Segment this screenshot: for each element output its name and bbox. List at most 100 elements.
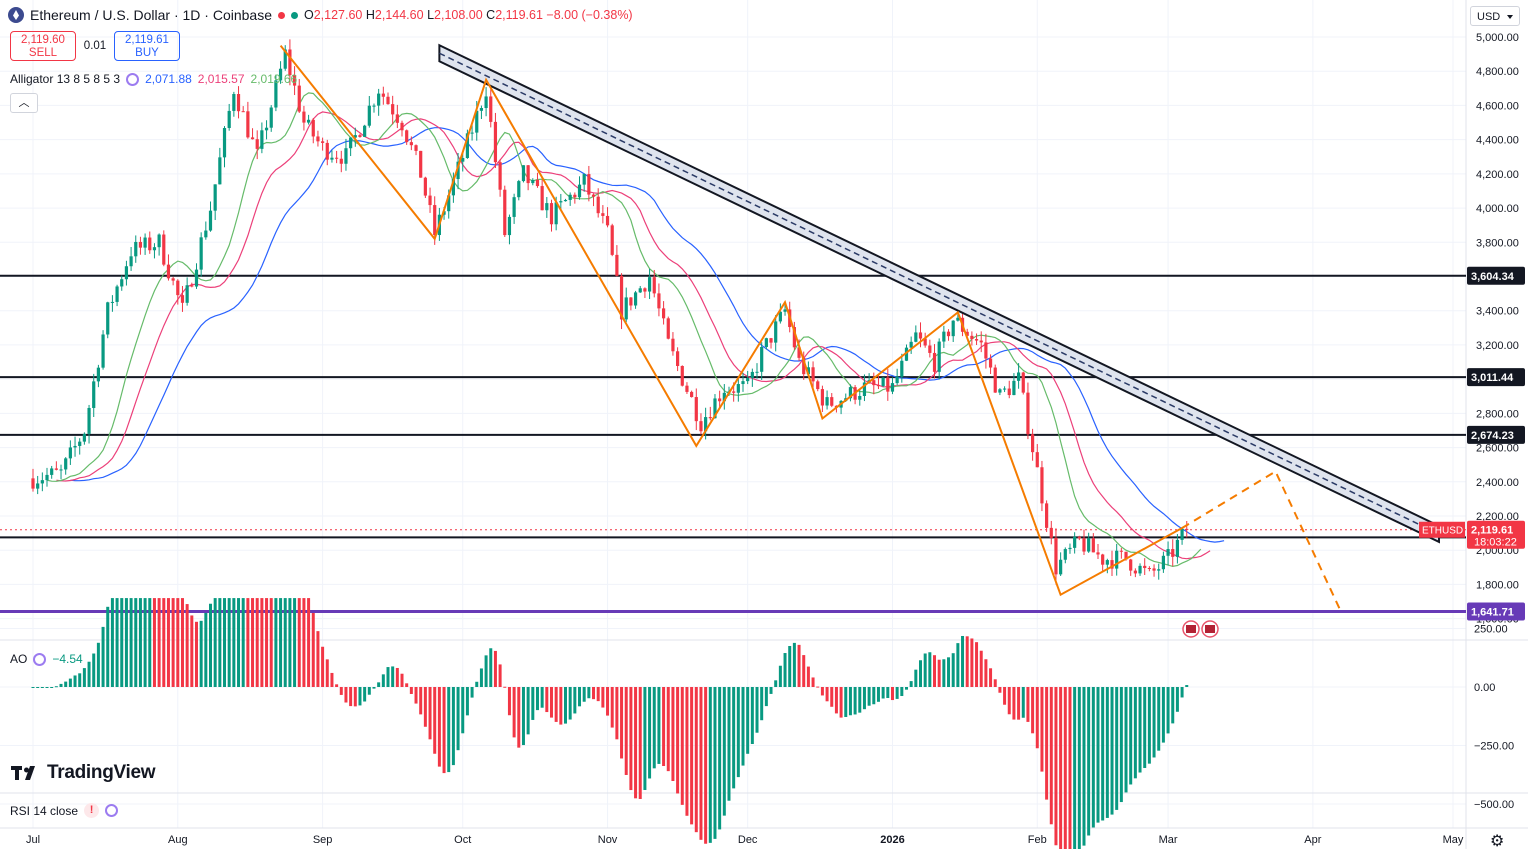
candle-body <box>330 157 334 160</box>
tradingview-logo[interactable]: TradingView <box>11 762 156 784</box>
ao-bar <box>666 687 670 772</box>
warning-icon[interactable]: ! <box>84 803 100 818</box>
price-tick-label: 3,200.00 <box>1476 340 1519 352</box>
candle-body <box>1096 552 1100 555</box>
refresh-icon[interactable] <box>105 804 119 817</box>
settings-gear-icon[interactable]: ⚙ <box>1490 833 1505 850</box>
ao-bar <box>512 687 516 738</box>
candle-body <box>1115 550 1119 569</box>
ao-bar <box>423 687 427 727</box>
ao-bar <box>148 598 152 687</box>
ao-bar <box>970 638 974 687</box>
candle-body <box>956 317 960 321</box>
candle-body <box>54 468 58 470</box>
time-tick-label: Dec <box>738 834 758 846</box>
time-tick-label: Aug <box>168 834 188 846</box>
jaw-value: 2,071.88 <box>145 72 192 86</box>
current-price-tag <box>1467 520 1525 549</box>
ao-bar <box>545 687 549 713</box>
ao-bar <box>1040 687 1044 772</box>
ao-bar <box>890 687 894 701</box>
ao-bar <box>956 643 960 687</box>
ao-bar <box>1115 687 1119 810</box>
buy-button[interactable]: 2,119.61 BUY <box>114 31 180 61</box>
ao-bar <box>166 598 170 687</box>
ao-bar <box>732 687 736 789</box>
symbol-title[interactable]: Ethereum / U.S. Dollar · 1D · Coinbase <box>30 7 272 23</box>
candle-body <box>227 110 231 129</box>
candle-body <box>792 327 796 348</box>
ao-bar <box>31 687 35 688</box>
ao-bar <box>241 598 245 687</box>
ao-bar <box>1077 687 1081 849</box>
jaw-line <box>70 127 1225 543</box>
ao-bar <box>942 659 946 687</box>
alligator-legend[interactable]: Alligator 13 8 5 8 5 3 2,071.88 2,015.57… <box>10 72 297 86</box>
ao-bar <box>601 687 605 708</box>
candle-body <box>624 297 628 320</box>
candle-body <box>433 205 437 236</box>
ao-bar <box>106 606 110 687</box>
candle-body <box>50 468 54 475</box>
level-tag-label: 2,674.23 <box>1471 430 1514 442</box>
ao-bar <box>470 687 474 698</box>
time-tick-label: Apr <box>1304 834 1321 846</box>
currency-select[interactable]: USD <box>1470 6 1520 26</box>
data-status-icon <box>290 11 298 19</box>
candle-body <box>979 340 983 343</box>
candle-body <box>591 194 596 197</box>
ao-bar <box>1096 687 1100 823</box>
refresh-icon[interactable] <box>126 72 140 86</box>
rsi-legend[interactable]: RSI 14 close ! <box>10 803 119 818</box>
refresh-icon[interactable] <box>33 652 47 666</box>
ao-bar <box>615 687 619 740</box>
ao-bar <box>204 612 208 687</box>
candle-body <box>1161 555 1165 570</box>
ao-legend[interactable]: AO −4.54 <box>10 652 83 666</box>
ao-bar <box>1031 687 1035 734</box>
ao-bar <box>540 687 544 708</box>
candle-body <box>461 158 465 162</box>
ao-bar <box>746 687 750 754</box>
candle-body <box>802 357 806 375</box>
ao-bar <box>587 687 591 699</box>
ao-bar <box>629 687 633 791</box>
candle-body <box>676 351 680 366</box>
current-price-label: 2,119.61 <box>1471 525 1513 537</box>
ao-tick-label: 0.00 <box>1474 682 1495 694</box>
market-status-icon <box>277 11 285 19</box>
candle-body <box>830 397 834 406</box>
ao-bar <box>1003 687 1007 705</box>
ao-bar <box>124 598 128 687</box>
time-tick-label: Feb <box>1028 834 1047 846</box>
ao-bar <box>101 626 105 687</box>
ao-bar <box>143 598 147 687</box>
candle-body <box>535 179 540 187</box>
sell-button[interactable]: 2,119.60 SELL <box>10 31 76 61</box>
ao-bar <box>606 687 610 716</box>
ao-bar <box>1045 687 1049 800</box>
alligator-jaw <box>70 127 1225 543</box>
candle-body <box>951 320 955 337</box>
candle-body <box>503 189 507 236</box>
ao-tick-label: 250.00 <box>1474 624 1508 636</box>
candle-body <box>40 480 44 484</box>
candle-body <box>619 275 624 320</box>
collapse-legend-button[interactable]: ︿ <box>10 93 38 113</box>
candle-body <box>64 458 68 470</box>
flag-stripe <box>1205 625 1215 633</box>
candle-body <box>353 135 357 138</box>
ao-bar <box>442 687 446 774</box>
ao-bar <box>760 687 764 721</box>
ao-bar <box>657 687 661 764</box>
ao-bar <box>573 687 577 714</box>
ao-bar <box>592 687 596 700</box>
candle-body <box>764 338 768 347</box>
candle-body <box>741 381 745 385</box>
ao-bar <box>1021 687 1025 718</box>
candle-body <box>96 367 100 382</box>
alligator-label: Alligator 13 8 5 8 5 3 <box>10 72 121 86</box>
ethereum-icon <box>8 7 24 23</box>
candle-body <box>339 158 343 164</box>
